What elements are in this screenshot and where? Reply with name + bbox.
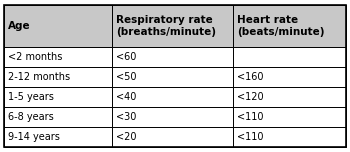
Bar: [233, 87, 346, 107]
Text: <110: <110: [237, 132, 264, 142]
Text: <160: <160: [237, 73, 264, 82]
Text: <60: <60: [116, 52, 136, 62]
Bar: [4, 127, 112, 147]
Text: <20: <20: [116, 132, 136, 142]
Bar: [112, 127, 233, 147]
Text: <110: <110: [237, 112, 264, 122]
Text: 6-8 years: 6-8 years: [8, 112, 54, 122]
Text: Heart rate
(beats/minute): Heart rate (beats/minute): [237, 15, 325, 37]
Bar: [112, 47, 233, 67]
Text: <40: <40: [116, 92, 136, 102]
Text: <2 months: <2 months: [8, 52, 63, 62]
Bar: [4, 47, 112, 67]
Text: Age: Age: [8, 21, 31, 31]
Text: <50: <50: [116, 73, 136, 82]
Text: 9-14 years: 9-14 years: [8, 132, 60, 142]
Text: 1-5 years: 1-5 years: [8, 92, 54, 102]
Bar: [4, 107, 112, 127]
Text: <30: <30: [116, 112, 136, 122]
Bar: [112, 67, 233, 87]
Bar: [233, 127, 346, 147]
Bar: [233, 5, 346, 47]
Bar: [112, 107, 233, 127]
Bar: [112, 5, 233, 47]
Bar: [4, 87, 112, 107]
Bar: [233, 67, 346, 87]
Text: Respiratory rate
(breaths/minute): Respiratory rate (breaths/minute): [116, 15, 216, 37]
Text: <120: <120: [237, 92, 264, 102]
Bar: [233, 47, 346, 67]
Bar: [112, 87, 233, 107]
Bar: [4, 5, 112, 47]
Bar: [233, 107, 346, 127]
Text: 2-12 months: 2-12 months: [8, 73, 71, 82]
Bar: [4, 67, 112, 87]
